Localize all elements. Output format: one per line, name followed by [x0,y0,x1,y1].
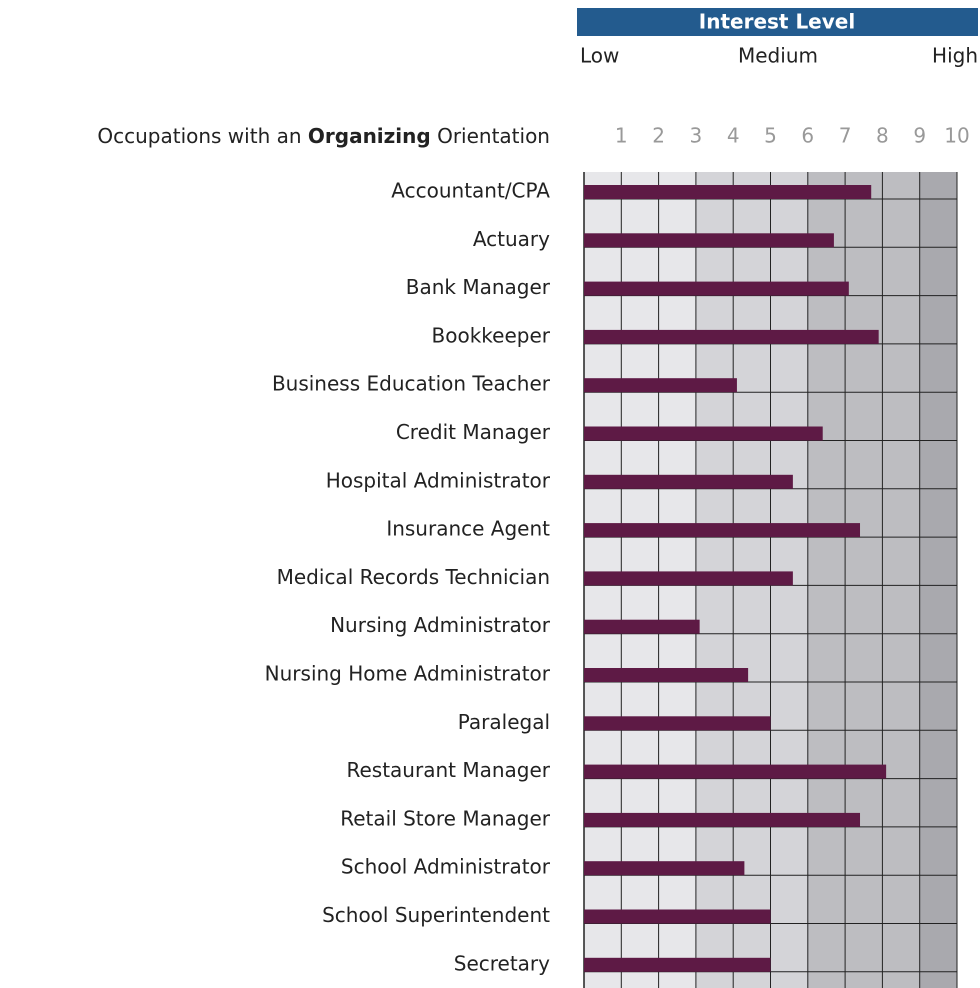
bar [584,571,793,586]
bar [584,185,872,199]
y-tick-label: Nursing Home Administrator [265,662,551,686]
bar [584,668,749,682]
x-tick-label: 4 [727,124,740,148]
title-part: Orientation [431,124,550,148]
title-part: Organizing [308,124,431,148]
y-tick-label: Actuary [473,227,550,251]
x-tick-label: 9 [913,124,926,148]
x-tick-label: 3 [690,124,703,148]
bar [584,523,861,538]
header-box [577,8,978,36]
scale-low: Low [580,44,619,68]
scale-medium: Medium [738,44,818,68]
band [919,172,957,988]
x-tick-label: 8 [876,124,889,148]
y-tick-label: Bank Manager [406,275,551,299]
bar [584,909,771,924]
x-tick-label: 6 [801,124,814,148]
x-tick-label: 1 [615,124,628,148]
title-part: Occupations with an [97,124,308,148]
y-tick-label: Restaurant Manager [346,758,550,782]
bar [584,281,849,296]
scale-high: High [932,44,978,68]
y-tick-label: Business Education Teacher [272,372,551,396]
y-tick-label: School Administrator [341,855,551,879]
bar [584,716,771,731]
y-tick-label: Nursing Administrator [330,613,551,637]
y-tick-label: Medical Records Technician [277,565,550,589]
bar [584,378,737,393]
bar [584,957,771,972]
y-tick-label: School Superintendent [322,903,550,927]
bar [584,426,823,441]
header: Interest Level [699,10,855,34]
x-tick-label: 10 [944,124,969,148]
x-tick-label: 2 [652,124,665,148]
x-tick-label: 5 [764,124,777,148]
y-tick-label: Insurance Agent [386,517,550,541]
y-tick-label: Hospital Administrator [326,468,551,492]
band [807,172,920,988]
y-tick-label: Paralegal [458,710,550,734]
bar [584,861,745,876]
y-tick-label: Retail Store Manager [340,806,551,830]
x-tick-label: 7 [839,124,852,148]
y-tick-label: Bookkeeper [432,323,551,347]
y-tick-label: Accountant/CPA [391,179,550,203]
bar [584,233,834,248]
y-tick-label: Secretary [454,951,550,975]
chart-title: Occupations with an Organizing Orientati… [97,124,550,148]
bar [584,619,700,634]
bar [584,474,793,489]
bar [584,329,879,344]
y-tick-label: Credit Manager [396,420,551,444]
bar [584,812,861,827]
bar [584,764,887,779]
